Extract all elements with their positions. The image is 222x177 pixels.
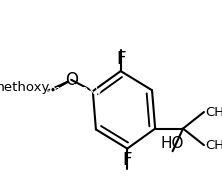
Text: O: O: [65, 71, 78, 89]
Text: methoxy: methoxy: [0, 84, 47, 97]
Text: F: F: [123, 151, 132, 169]
Text: methoxy: methoxy: [46, 90, 52, 91]
Text: methoxy: methoxy: [0, 84, 48, 97]
Text: methoxy: methoxy: [0, 81, 50, 94]
Text: CH₃: CH₃: [205, 105, 222, 119]
Text: methoxy: methoxy: [46, 90, 52, 91]
Text: methoxy: methoxy: [0, 84, 49, 97]
Text: methoxy: methoxy: [49, 84, 103, 97]
Text: HO: HO: [161, 136, 184, 151]
Text: F: F: [116, 50, 125, 68]
Text: CH₃: CH₃: [205, 139, 222, 152]
Text: methoxy: methoxy: [44, 90, 51, 91]
